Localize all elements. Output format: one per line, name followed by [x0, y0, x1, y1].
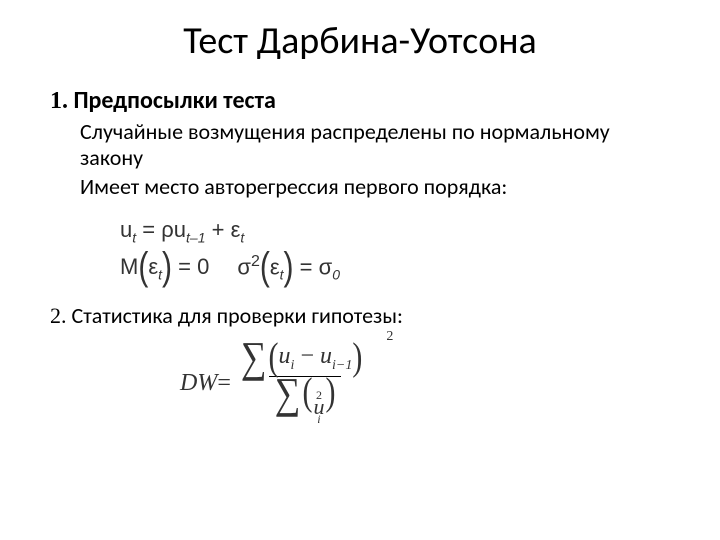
dw-u2: u: [320, 343, 332, 369]
formula-ar1: ut = ρut–1 + εt: [120, 212, 670, 249]
sym-eq: =: [142, 217, 155, 242]
section-2-num: 2.: [50, 303, 67, 328]
sub-t: t: [132, 230, 136, 246]
dw-formula: DW = ∑(ui − ui−1)2 ∑( 2 u i ): [180, 343, 670, 423]
dw-denominator: ∑( 2 u i ): [269, 376, 342, 423]
sym-M: M: [120, 254, 138, 279]
dw-lhs: DW: [180, 370, 217, 397]
sub-tm1: t–1: [186, 230, 205, 246]
sym-eps: ε: [231, 217, 241, 242]
sigma-icon-2: ∑: [275, 378, 301, 408]
sym-sigma: σ: [237, 254, 251, 279]
section-2-text: Статистика для проверки гипотезы:: [71, 302, 402, 329]
premise-line-1: Случайные возмущения распределены по нор…: [80, 119, 670, 172]
dw-formula-block: DW = ∑(ui − ui−1)2 ∑( 2 u i ): [180, 343, 670, 423]
sigma-icon: ∑: [241, 342, 267, 372]
sym-u2: u: [174, 217, 186, 242]
sym-rho: ρ: [161, 217, 174, 242]
dw-minus: −: [300, 343, 314, 369]
sym-eq0: = 0: [178, 254, 209, 279]
section-2-heading: 2. Статистика для проверки гипотезы:: [50, 302, 670, 329]
dw-fraction: ∑(ui − ui−1)2 ∑( 2 u i ): [235, 343, 375, 423]
dw-den-sub: i: [317, 415, 320, 423]
dw-sup-num: 2: [386, 329, 393, 344]
dw-u1: u: [279, 343, 291, 369]
formula-mean: M(εt) = 0: [120, 249, 209, 286]
sym-plus: +: [212, 217, 225, 242]
ar1-formulas: ut = ρut–1 + εt M(εt) = 0 σ2(εt) = σ0: [120, 212, 670, 286]
premise-line-2: Имеет место авторегрессия первого порядк…: [80, 174, 670, 200]
sub-zero: 0: [332, 267, 340, 283]
slide: Тест Дарбина-Уотсона 1. Предпосылки тест…: [0, 0, 720, 443]
dw-eq: =: [217, 370, 231, 397]
sym-eps2: ε: [148, 254, 158, 279]
section-1-heading: 1. Предпосылки теста: [50, 86, 670, 115]
sym-u: u: [120, 217, 132, 242]
section-1-text: Предпосылки теста: [73, 86, 275, 115]
sub-epst: t: [240, 230, 244, 246]
sym-eps3: ε: [270, 254, 280, 279]
formula-moments: M(εt) = 0 σ2(εt) = σ0: [120, 249, 670, 286]
section-1-num: 1.: [50, 88, 68, 114]
formula-var: σ2(εt) = σ0: [237, 249, 340, 286]
page-title: Тест Дарбина-Уотсона: [50, 18, 670, 64]
dw-u-squared: 2 u i: [313, 391, 324, 423]
sup-2: 2: [251, 253, 260, 270]
sym-eqsigma0: = σ: [300, 254, 333, 279]
